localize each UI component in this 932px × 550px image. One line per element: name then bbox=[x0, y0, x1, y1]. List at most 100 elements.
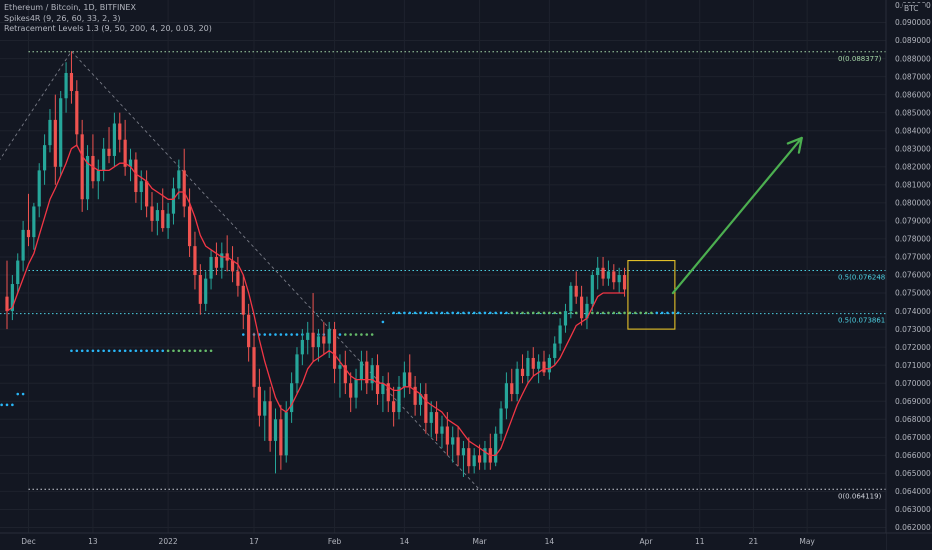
candle[interactable] bbox=[461, 440, 466, 477]
candle[interactable] bbox=[429, 401, 433, 438]
candle[interactable] bbox=[359, 350, 364, 391]
forecast-arrow[interactable] bbox=[671, 136, 803, 295]
candle[interactable] bbox=[102, 137, 106, 182]
trendline[interactable] bbox=[71, 51, 480, 490]
candle[interactable] bbox=[273, 408, 278, 474]
candle[interactable] bbox=[472, 448, 476, 474]
candle[interactable] bbox=[579, 285, 584, 326]
candle[interactable] bbox=[118, 112, 122, 153]
candle[interactable] bbox=[569, 282, 573, 319]
candle[interactable] bbox=[300, 329, 304, 366]
candle[interactable] bbox=[21, 220, 25, 272]
candle[interactable] bbox=[617, 267, 621, 294]
candle[interactable] bbox=[187, 188, 192, 257]
candle[interactable] bbox=[413, 376, 417, 416]
candle[interactable] bbox=[37, 163, 41, 218]
spikes4r-line[interactable] bbox=[6, 144, 625, 457]
candle[interactable] bbox=[26, 193, 31, 247]
candle[interactable] bbox=[504, 372, 509, 420]
candle[interactable] bbox=[515, 361, 519, 402]
candle[interactable] bbox=[596, 256, 600, 290]
indicator-spikes4r[interactable]: Spikes4R (9, 26, 60, 33, 2, 3) bbox=[4, 13, 121, 23]
candle[interactable] bbox=[531, 347, 535, 376]
candle[interactable] bbox=[306, 321, 310, 355]
candle[interactable] bbox=[483, 440, 487, 470]
candle[interactable] bbox=[295, 347, 299, 395]
candle[interactable] bbox=[440, 415, 444, 449]
candle[interactable] bbox=[499, 401, 503, 441]
candle[interactable] bbox=[5, 260, 9, 330]
candle[interactable] bbox=[467, 437, 471, 474]
candle[interactable] bbox=[601, 256, 605, 286]
candle[interactable] bbox=[290, 372, 294, 423]
candle[interactable] bbox=[128, 148, 133, 182]
candle[interactable] bbox=[155, 202, 159, 236]
candle[interactable] bbox=[375, 354, 380, 405]
candle[interactable] bbox=[69, 51, 74, 104]
candle[interactable] bbox=[332, 321, 337, 384]
candle[interactable] bbox=[494, 426, 498, 467]
candle[interactable] bbox=[252, 332, 256, 398]
candle[interactable] bbox=[214, 242, 219, 275]
candle[interactable] bbox=[145, 170, 149, 218]
candle[interactable] bbox=[451, 426, 455, 463]
candle[interactable] bbox=[553, 336, 557, 366]
candle[interactable] bbox=[263, 390, 267, 441]
indicator-retracement-levels[interactable]: Retracement Levels 1.3 (9, 50, 200, 4, 2… bbox=[4, 24, 212, 33]
candle[interactable] bbox=[134, 152, 138, 203]
candle[interactable] bbox=[198, 264, 202, 315]
candle[interactable] bbox=[585, 296, 589, 330]
price-axis[interactable]: 0.062000 0.063000 0.064000 0.065000 0.066000… bbox=[885, 0, 932, 550]
candle[interactable] bbox=[520, 354, 525, 384]
candle[interactable] bbox=[204, 271, 208, 312]
candle[interactable] bbox=[510, 368, 514, 402]
candle[interactable] bbox=[456, 426, 460, 467]
candle[interactable] bbox=[230, 246, 235, 283]
candle[interactable] bbox=[327, 321, 331, 358]
candle[interactable] bbox=[574, 271, 578, 304]
candle[interactable] bbox=[402, 361, 406, 398]
candle[interactable] bbox=[424, 383, 428, 434]
candle[interactable] bbox=[418, 383, 423, 416]
candle[interactable] bbox=[64, 62, 68, 113]
candle[interactable] bbox=[241, 275, 245, 330]
candle[interactable] bbox=[537, 354, 541, 384]
candle[interactable] bbox=[171, 177, 176, 225]
candle[interactable] bbox=[96, 159, 100, 200]
candle[interactable] bbox=[150, 192, 154, 232]
candle[interactable] bbox=[182, 148, 186, 218]
candle[interactable] bbox=[112, 112, 116, 167]
candle[interactable] bbox=[193, 231, 197, 290]
candle[interactable] bbox=[392, 386, 396, 427]
candle[interactable] bbox=[370, 357, 374, 391]
candle[interactable] bbox=[542, 350, 546, 376]
candle[interactable] bbox=[75, 80, 79, 146]
candle[interactable] bbox=[316, 329, 321, 362]
candle[interactable] bbox=[563, 303, 568, 333]
candle[interactable] bbox=[247, 303, 251, 362]
time-axis[interactable]: Dec 13 2022 17 Feb 14 Mar 14 Apr 11 21 May bbox=[0, 532, 932, 550]
candle[interactable] bbox=[526, 350, 530, 384]
candle[interactable] bbox=[381, 376, 385, 413]
candle[interactable] bbox=[612, 264, 616, 290]
candle[interactable] bbox=[397, 376, 401, 420]
highlight-box[interactable] bbox=[627, 260, 676, 330]
candle[interactable] bbox=[354, 368, 358, 409]
candle[interactable] bbox=[257, 368, 261, 427]
candle[interactable] bbox=[32, 202, 36, 250]
candle[interactable] bbox=[547, 354, 551, 380]
candle[interactable] bbox=[85, 145, 90, 211]
symbol-title[interactable]: Ethereum / Bitcoin, 1D, BITFINEX bbox=[4, 3, 136, 12]
candle[interactable] bbox=[558, 318, 562, 351]
candle[interactable] bbox=[91, 134, 95, 189]
candle[interactable] bbox=[107, 127, 111, 164]
candle[interactable] bbox=[220, 242, 224, 279]
candle[interactable] bbox=[279, 404, 283, 470]
candle[interactable] bbox=[349, 372, 353, 413]
candle[interactable] bbox=[606, 260, 611, 286]
candle[interactable] bbox=[80, 119, 84, 212]
candle[interactable] bbox=[53, 94, 57, 185]
candle[interactable] bbox=[10, 275, 14, 321]
candle[interactable] bbox=[590, 271, 594, 312]
